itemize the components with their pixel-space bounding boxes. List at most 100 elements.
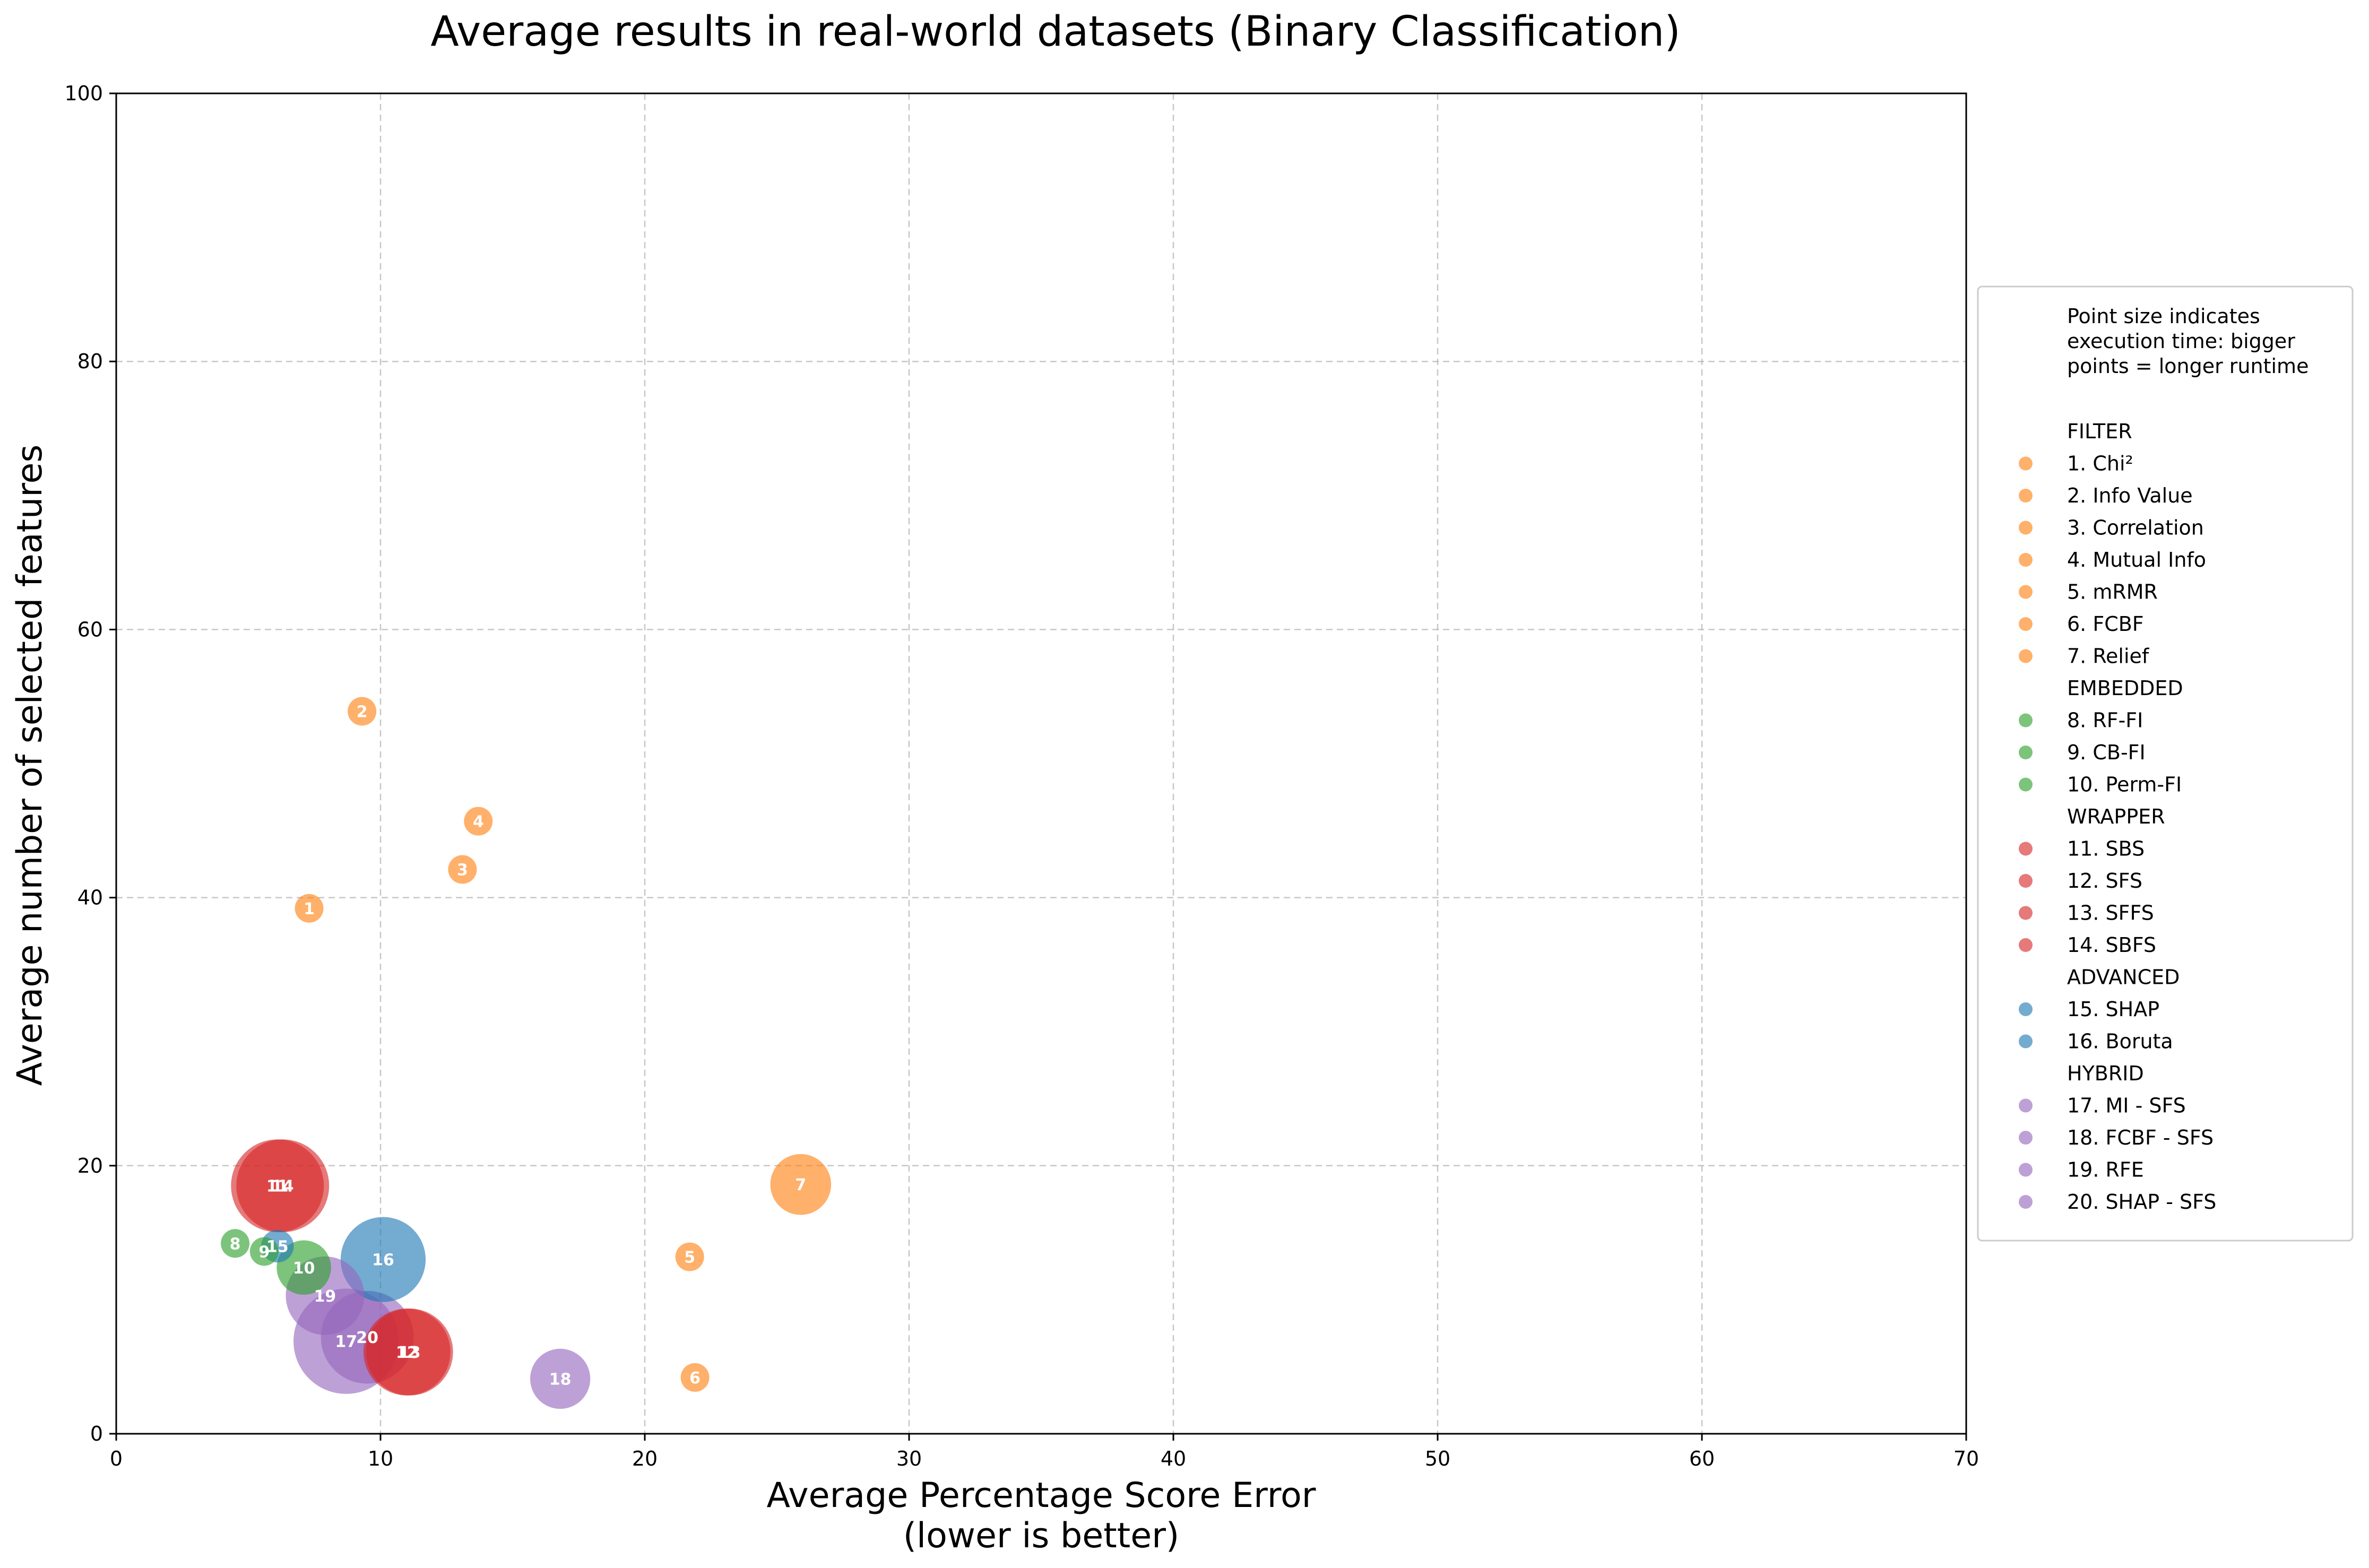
- legend-label: 12. SFS: [2067, 869, 2142, 893]
- data-point-9: [249, 1237, 279, 1266]
- legend-marker: [2019, 553, 2033, 567]
- legend-label: 6. FCBF: [2067, 612, 2144, 636]
- legend-marker: [2019, 1002, 2033, 1016]
- legend-marker: [2019, 1034, 2033, 1049]
- x-tick-label: 60: [1689, 1447, 1715, 1470]
- legend-marker: [2019, 842, 2033, 856]
- data-point-label-15: 15: [266, 1237, 289, 1256]
- legend-label: 4. Mutual Info: [2067, 548, 2206, 571]
- data-point-5: [675, 1242, 704, 1271]
- x-axis-label-line2: (lower is better): [903, 1516, 1180, 1556]
- y-tick-label: 60: [77, 618, 103, 641]
- data-point-14: [236, 1139, 330, 1233]
- data-point-label-5: 5: [684, 1249, 695, 1267]
- legend-label: 14. SBFS: [2067, 933, 2156, 957]
- x-axis-label: Average Percentage Score Error: [766, 1476, 1316, 1515]
- data-point-label-6: 6: [689, 1369, 701, 1388]
- legend-label: 19. RFE: [2067, 1158, 2144, 1182]
- legend-group-header: EMBEDDED: [2067, 677, 2183, 700]
- legend-label: 16. Boruta: [2067, 1030, 2173, 1053]
- legend-label: 3. Correlation: [2067, 516, 2204, 540]
- legend-marker: [2019, 649, 2033, 663]
- data-point-3: [448, 855, 477, 884]
- data-point-1: [295, 894, 324, 923]
- y-tick-label: 40: [77, 886, 103, 909]
- data-point-label-14: 14: [272, 1177, 294, 1196]
- data-point-2: [348, 697, 377, 726]
- x-tick-label: 50: [1425, 1447, 1450, 1470]
- legend-label: 9. CB-FI: [2067, 741, 2146, 764]
- legend-entries: FILTER 1. Chi² 2. Info Value 3. Correlation…: [2019, 420, 2216, 1214]
- legend-marker: [2019, 777, 2033, 792]
- data-point-label-4: 4: [473, 813, 484, 831]
- legend-marker: [2019, 585, 2033, 599]
- legend-note-line-1: Point size indicates: [2067, 305, 2260, 328]
- data-point-8: [221, 1229, 250, 1258]
- legend-marker: [2019, 874, 2033, 888]
- y-tick-label: 80: [77, 350, 103, 373]
- x-tick-label: 70: [1953, 1447, 1979, 1470]
- legend-marker: [2019, 1195, 2033, 1209]
- legend-note-line-2: execution time: bigger: [2067, 330, 2295, 353]
- legend-group-header: FILTER: [2067, 420, 2132, 443]
- legend-marker: [2019, 1098, 2033, 1113]
- data-point-label-8: 8: [230, 1235, 241, 1253]
- y-tick-label: 100: [64, 82, 103, 105]
- legend-label: 2. Info Value: [2067, 484, 2193, 507]
- legend-marker: [2019, 746, 2033, 759]
- data-point-label-10: 10: [293, 1259, 315, 1278]
- legend-marker: [2019, 713, 2033, 727]
- legend-label: 11. SBS: [2067, 837, 2145, 861]
- legend-marker: [2019, 1131, 2033, 1145]
- x-tick-label: 10: [368, 1447, 393, 1470]
- data-point-16: [340, 1217, 426, 1302]
- data-point-label-1: 1: [304, 900, 315, 919]
- legend-label: 13. SFFS: [2067, 902, 2154, 925]
- legend-box: [1977, 285, 2354, 1242]
- x-tick-label: 0: [110, 1447, 123, 1470]
- data-point-label-11: 11: [266, 1177, 289, 1196]
- data-point-label-20: 20: [356, 1329, 378, 1347]
- x-tick-label: 40: [1161, 1447, 1186, 1470]
- legend-label: 8. RF-FI: [2067, 709, 2143, 732]
- legend-label: 1. Chi²: [2067, 452, 2133, 475]
- legend-group-header: WRAPPER: [2067, 805, 2165, 828]
- data-point-label-13: 13: [399, 1344, 421, 1362]
- y-tick-label: 20: [77, 1154, 103, 1177]
- data-point-6: [680, 1363, 710, 1392]
- data-point-label-17: 17: [335, 1333, 357, 1352]
- legend-marker: [2019, 489, 2033, 503]
- y-tick-label: 0: [90, 1422, 103, 1445]
- grid-lines: [116, 93, 1966, 1434]
- axes: 0 10 20 30 40 50 60 70 0 20 40 60 80 100: [64, 82, 1979, 1470]
- plot-area-frame: [115, 92, 1967, 1435]
- legend-marker: [2019, 521, 2033, 535]
- data-point-label-19: 19: [314, 1287, 336, 1306]
- data-point-label-9: 9: [258, 1243, 270, 1261]
- data-point-label-3: 3: [457, 861, 468, 880]
- legend-label: 7. Relief: [2067, 645, 2150, 668]
- x-tick-label: 30: [896, 1447, 922, 1470]
- data-point-4: [464, 807, 493, 836]
- data-point-label-7: 7: [795, 1176, 806, 1194]
- legend-label: 20. SHAP - SFS: [2067, 1190, 2216, 1214]
- chart-title: Average results in real-world datasets (…: [430, 8, 1680, 56]
- legend-marker: [2019, 456, 2033, 471]
- data-point-label-12: 12: [396, 1344, 418, 1362]
- legend-marker: [2019, 906, 2033, 920]
- legend-label: 17. MI - SFS: [2067, 1094, 2186, 1117]
- data-point-13: [366, 1309, 453, 1396]
- x-tick-label: 20: [632, 1447, 658, 1470]
- legend-label: 10. Perm-FI: [2067, 773, 2182, 796]
- legend-group-header: ADVANCED: [2067, 966, 2180, 989]
- data-point-label-18: 18: [549, 1370, 572, 1389]
- legend-marker: [2019, 617, 2033, 631]
- y-axis-label: Average number of selected features: [10, 445, 50, 1086]
- legend-label: 15. SHAP: [2067, 998, 2159, 1021]
- data-point-7: [770, 1154, 832, 1215]
- legend-note-line-3: points = longer runtime: [2067, 354, 2309, 378]
- data-point-label-2: 2: [357, 703, 368, 721]
- legend: Point size indicates execution time: big…: [1977, 285, 2354, 1242]
